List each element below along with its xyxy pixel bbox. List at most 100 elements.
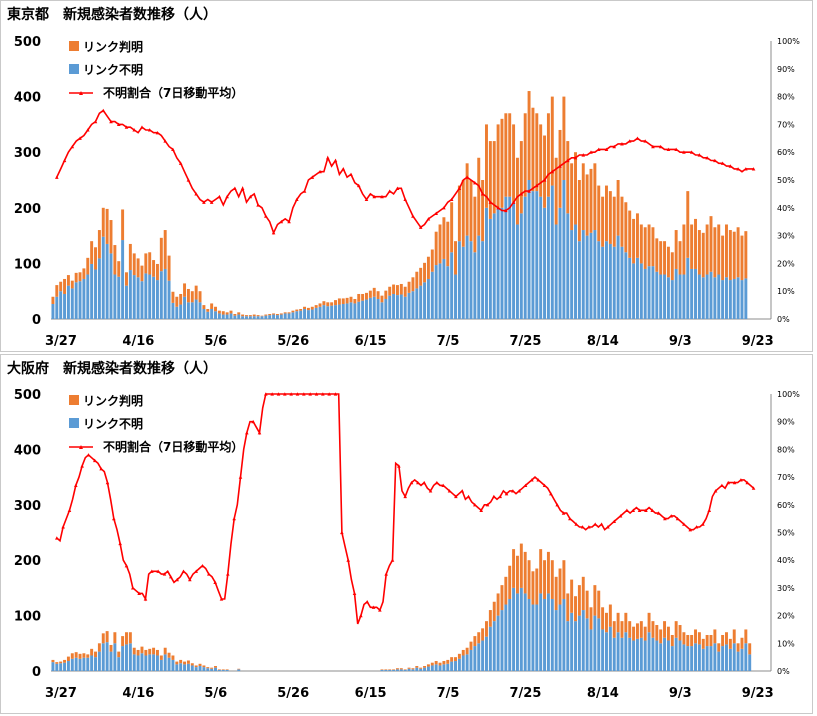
bar-unlinked [748,654,752,671]
bar-linked [577,180,581,242]
bar-unlinked [90,655,94,671]
bar-linked [442,661,446,665]
ratio-point [390,558,395,562]
ratio-point [371,605,376,609]
bar-linked [527,560,531,599]
bar-unlinked [105,243,109,319]
ratio-point [171,147,175,152]
bar-unlinked [639,637,643,671]
bar-unlinked [245,316,248,319]
bar-unlinked [477,235,481,319]
bar-unlinked [210,668,214,671]
y-tick-label: 300 [14,499,41,514]
bar-unlinked [136,655,140,671]
bar-unlinked [430,665,434,671]
ratio-point [131,586,135,590]
bar-unlinked [593,615,597,671]
bar-unlinked [194,299,198,319]
bar-unlinked [399,669,403,671]
bar-linked [643,626,647,641]
bar-unlinked [562,598,566,671]
bar-unlinked [183,664,187,671]
bar-linked [612,621,616,638]
ratio-point [163,139,167,143]
bar-linked [504,576,508,605]
x-tick-label: 7/5 [437,686,460,701]
bar-unlinked [473,252,477,319]
bar-unlinked [74,282,78,319]
bar-linked [152,260,156,277]
ratio-point [428,489,433,493]
bar-unlinked [496,615,500,671]
bar-linked [155,263,159,281]
bar-linked [574,596,577,622]
bar-linked [322,301,326,306]
ratio-point [517,489,522,493]
bar-unlinked [279,314,283,319]
y2-tick-label: 60% [777,148,795,157]
bar-unlinked [395,295,399,319]
ratio-line [56,393,755,625]
chart-title: 大阪府 新規感染者数推移（人） [7,360,217,377]
ratio-point [568,516,572,521]
bar-unlinked [241,316,245,319]
x-tick-label: 5/26 [277,686,309,701]
ratio-point [356,183,361,188]
bar-linked [601,607,605,630]
bar-unlinked [395,669,399,671]
y2-tick-label: 40% [777,204,795,213]
ratio-line [56,109,754,235]
bar-linked [86,257,90,275]
ratio-point [403,494,407,499]
bar-linked [419,667,423,669]
bar-unlinked [469,241,473,319]
ratio-point [574,522,579,526]
bar-linked [310,306,314,310]
bar-unlinked [214,311,217,319]
bar-unlinked [589,629,593,671]
bar-linked [492,141,496,214]
bar-unlinked [109,651,113,671]
bar-linked [721,235,725,281]
bar-linked [136,258,140,278]
bar-unlinked [504,196,508,319]
bar-linked [105,631,109,643]
bar-linked [148,252,152,275]
bar-unlinked [365,299,368,319]
bar-unlinked [155,655,159,671]
ratio-point [637,508,642,512]
bar-unlinked [341,303,345,319]
bar-linked [697,632,701,645]
bar-linked [686,191,690,258]
bar-linked [469,641,473,650]
bar-linked [601,196,605,247]
ratio-point [618,514,623,518]
bar-unlinked [655,271,659,319]
ratio-point [264,392,268,396]
ratio-point [496,206,500,210]
bar-linked [690,224,694,269]
bar-unlinked [51,303,55,319]
bar-unlinked [225,669,229,671]
bar-linked [237,668,241,670]
bar-unlinked [721,646,725,671]
ratio-point [751,486,756,490]
bar-linked [562,560,566,599]
bar-linked [264,314,268,316]
bar-linked [384,669,388,670]
bar-unlinked [639,263,643,319]
bar-linked [399,283,403,295]
x-tick-label: 6/15 [355,334,387,349]
bar-linked [225,312,229,315]
bar-unlinked [515,593,519,671]
bar-unlinked [318,306,322,319]
bar-unlinked [86,657,90,671]
tokyo-chart-panel: 東京都 新規感染者数推移（人） 0 100 200 300 400 500 0% 10% 20% 3… [0,0,813,352]
bar-linked [430,662,434,666]
y-tick-label: 500 [14,35,41,50]
ratio-point [558,164,562,168]
bar-linked [605,185,608,242]
bar-unlinked [59,291,63,319]
bar-unlinked [361,300,365,319]
bar-linked [101,207,105,237]
